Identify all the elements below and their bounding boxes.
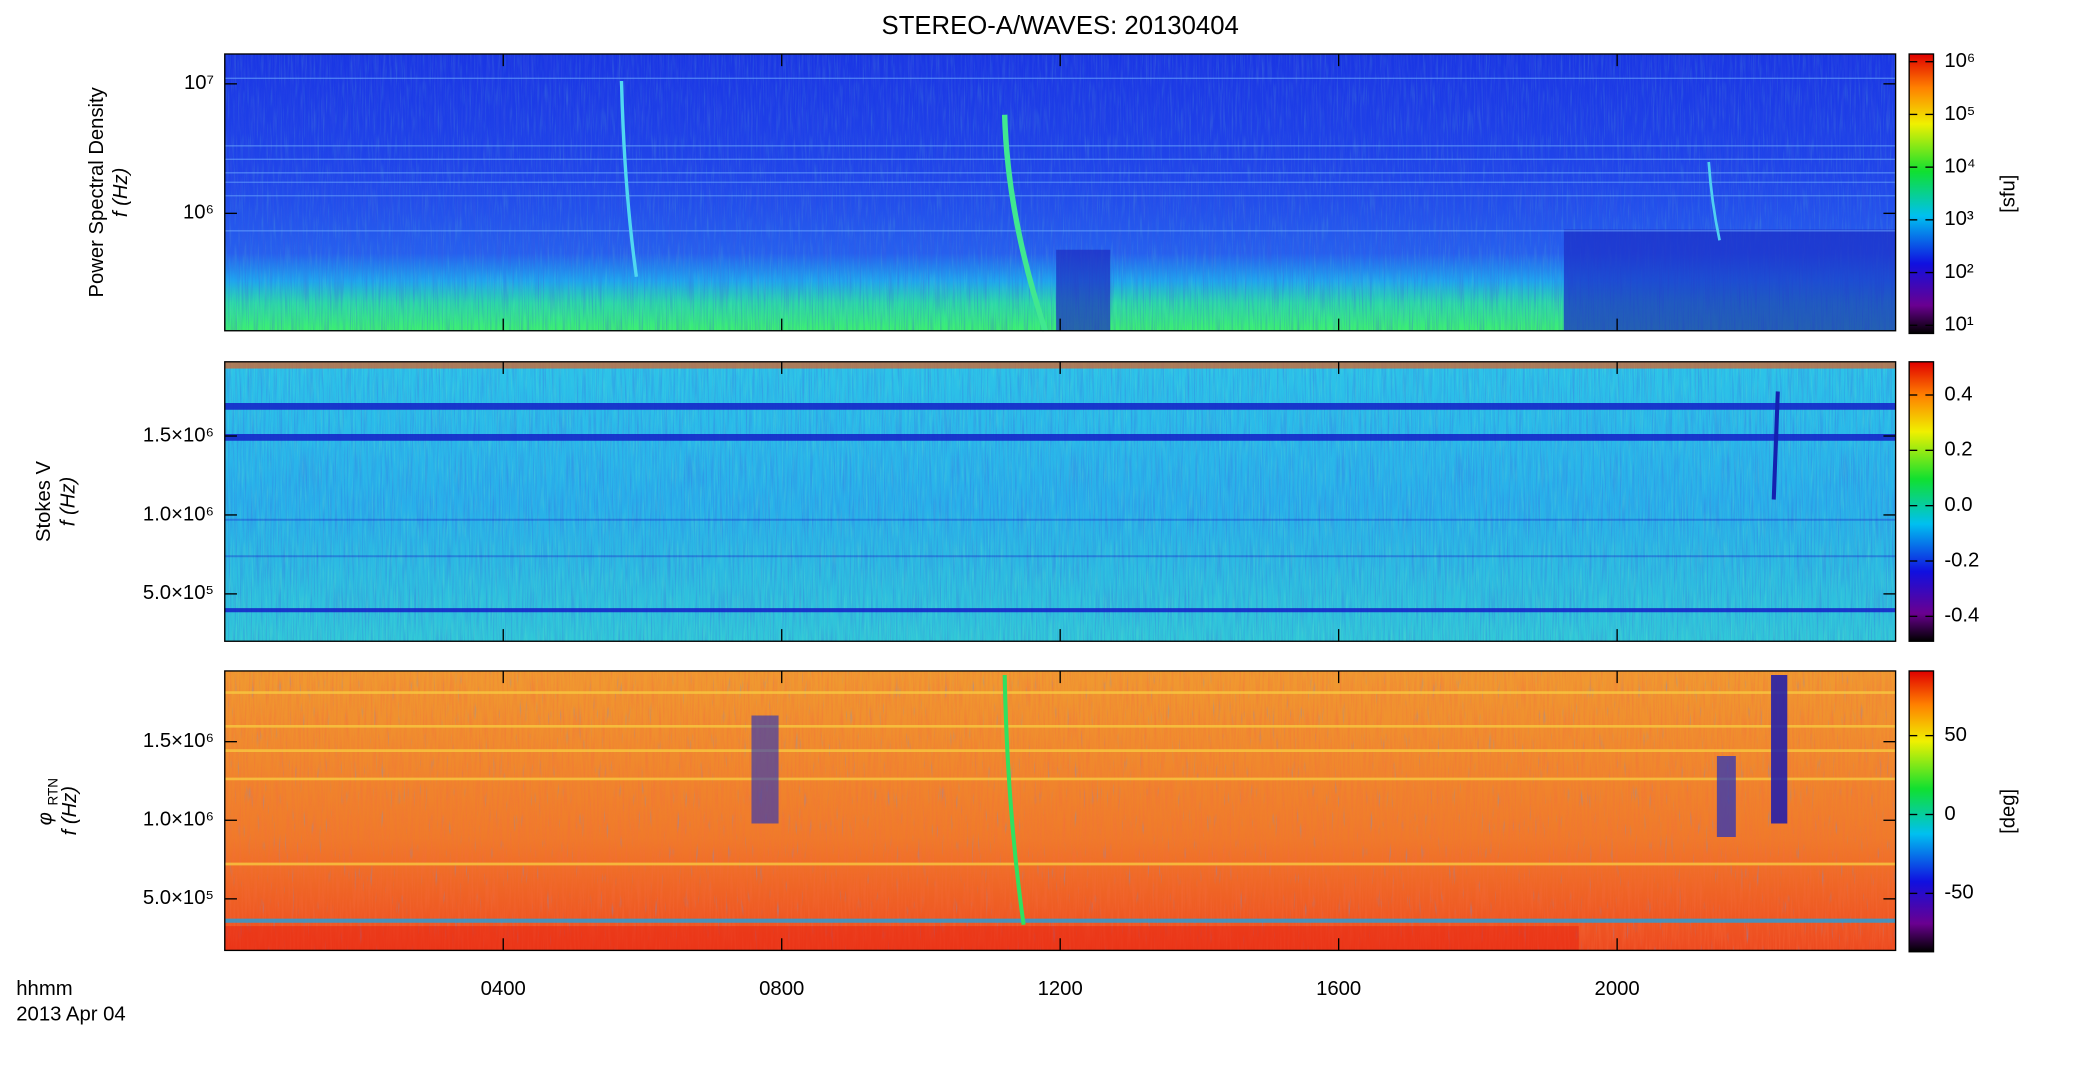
x-axis-label: hhmm: [16, 978, 72, 1000]
colorbar-tick-label: 0: [1944, 803, 1955, 825]
colorbar-tick-label: 10⁴: [1944, 156, 1975, 178]
x-tick-label: 1600: [1316, 978, 1361, 1000]
y-axis-title: Stokes V: [33, 461, 55, 542]
colorbar-tick-label: 0.0: [1944, 494, 1972, 516]
spectrogram-image: [224, 670, 1896, 951]
y-axis-title: Power Spectral Density: [86, 86, 108, 297]
colorbar-tick-label: 10¹: [1944, 314, 1974, 336]
y-tick-label: 1.0×10⁶: [143, 809, 214, 831]
date-label: 2013 Apr 04: [16, 1004, 125, 1026]
colorbar-tick-label: -0.4: [1944, 605, 1979, 627]
colorbar-tick-label: 10⁶: [1944, 50, 1975, 72]
colorbar: [1908, 53, 1935, 953]
y-axis-label: f (Hz): [110, 168, 132, 217]
y-axis-label: f (Hz): [59, 786, 81, 835]
colorbar-tick-label: 10²: [1944, 261, 1974, 283]
y-axis-symbol: φ: [34, 812, 56, 825]
chart-title: STEREO-A/WAVES: 20130404: [882, 12, 1239, 40]
y-tick-label: 5.0×10⁵: [143, 582, 214, 604]
spectrogram-image: [224, 361, 1896, 642]
y-tick-label: 1.5×10⁶: [143, 424, 214, 446]
y-tick-label: 10⁷: [184, 72, 214, 94]
colorbar-tick-label: 0.4: [1944, 383, 1972, 405]
x-tick-label: 0400: [481, 978, 526, 1000]
colorbar-tick-label: -0.2: [1944, 549, 1979, 571]
x-tick-label: 0800: [759, 978, 804, 1000]
colorbar-tick-label: -50: [1944, 882, 1973, 904]
colorbar-tick-label: 10⁵: [1944, 103, 1975, 125]
colorbar-tick-label: 10³: [1944, 208, 1974, 230]
y-tick-label: 10⁶: [183, 202, 214, 224]
y-tick-label: 1.0×10⁶: [143, 503, 214, 525]
colorbar-tick-label: 0.2: [1944, 439, 1972, 461]
x-tick-label: 1200: [1038, 978, 1083, 1000]
y-tick-label: 5.0×10⁵: [143, 887, 214, 909]
colorbar-tick-label: 50: [1944, 724, 1967, 746]
y-axis-subscript: RTN: [46, 778, 61, 806]
y-tick-label: 1.5×10⁶: [143, 730, 214, 752]
y-axis-label: f (Hz): [57, 477, 79, 526]
colorbar-label: [sfu]: [1998, 175, 2020, 213]
spectrogram-image: [224, 54, 1896, 332]
colorbar-label: [deg]: [1998, 789, 2020, 834]
x-tick-label: 2000: [1595, 978, 1640, 1000]
